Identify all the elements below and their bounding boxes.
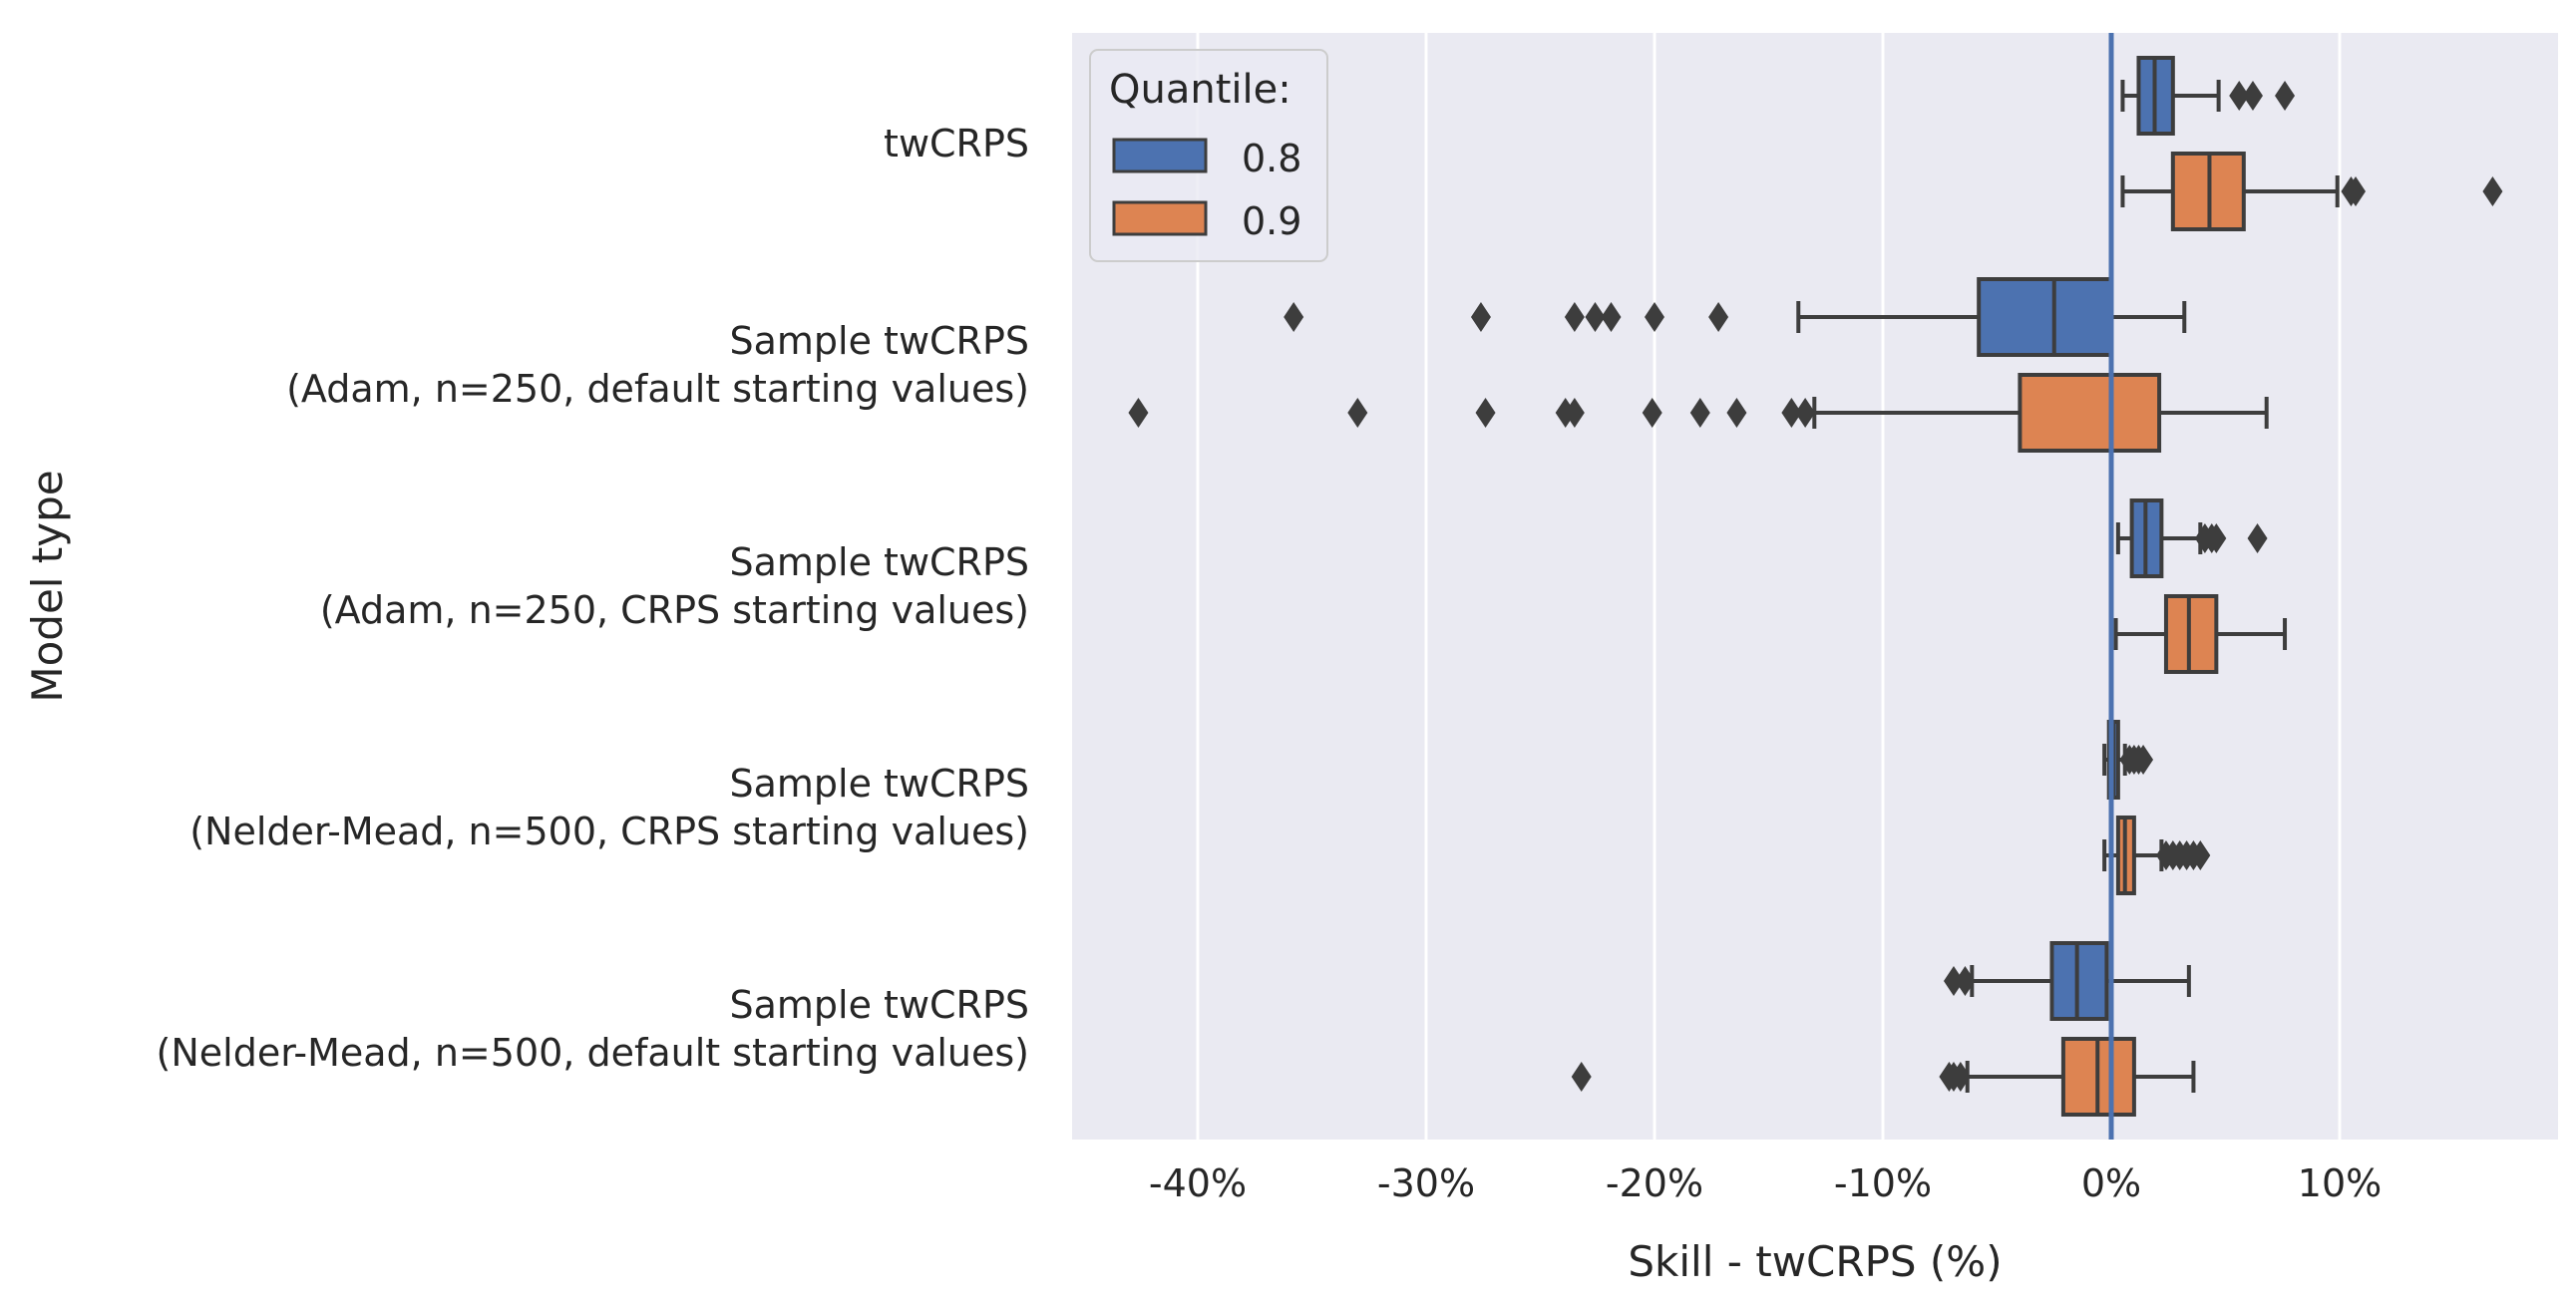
- x-tick-label: -40%: [1149, 1161, 1247, 1205]
- y-tick-label: twCRPS: [884, 122, 1029, 165]
- outlier-marker: [1795, 398, 1816, 428]
- legend-swatch-0.9: [1112, 200, 1208, 236]
- x-tick-labels: -40% -30% -20% -10% 0% 10%: [1149, 1161, 2382, 1205]
- box-iqr: [2018, 373, 2162, 453]
- outlier-marker: [1939, 1062, 1960, 1092]
- outlier-marker: [1571, 1062, 1592, 1092]
- outlier-marker: [1128, 398, 1149, 428]
- outlier-marker: [2275, 81, 2296, 111]
- outlier-marker: [1726, 398, 1747, 428]
- legend: Quantile: 0.8 0.9: [1089, 49, 1328, 262]
- outlier-marker: [1708, 302, 1729, 332]
- x-tick-label: 0%: [2081, 1161, 2141, 1205]
- y-tick-label: Sample twCRPS: [729, 319, 1029, 363]
- outlier-marker: [1689, 398, 1710, 428]
- y-tick-label: (Nelder-Mead, n=500, default starting va…: [157, 1031, 1029, 1075]
- outlier-marker: [1564, 398, 1585, 428]
- box-group: [1943, 941, 2191, 1021]
- outlier-marker: [2206, 523, 2227, 553]
- outlier-marker: [1347, 398, 1368, 428]
- box-group: [1571, 1037, 2196, 1117]
- y-axis-title: Model type: [23, 470, 72, 702]
- x-tick-label: -10%: [1834, 1161, 1932, 1205]
- outlier-marker: [1781, 398, 1802, 428]
- y-tick-label: Sample twCRPS: [729, 762, 1029, 806]
- outlier-marker: [1585, 302, 1606, 332]
- y-tick-label: Sample twCRPS: [729, 983, 1029, 1027]
- outlier-marker: [1564, 302, 1585, 332]
- legend-title: Quantile:: [1109, 67, 1291, 113]
- outlier-marker: [1475, 398, 1496, 428]
- legend-swatch-0.8: [1112, 138, 1208, 173]
- box-group: [2113, 594, 2288, 674]
- box-iqr: [2163, 594, 2219, 674]
- y-tick-label: (Adam, n=250, CRPS starting values): [320, 588, 1029, 632]
- outlier-marker: [1645, 302, 1664, 332]
- outlier-marker: [2482, 176, 2503, 206]
- outlier-marker: [2247, 523, 2268, 553]
- box-group: [2102, 816, 2211, 895]
- x-axis-title: Skill - twCRPS (%): [1628, 1237, 2002, 1286]
- y-tick-label: (Nelder-Mead, n=500, CRPS starting value…: [189, 810, 1029, 853]
- y-tick-label: (Adam, n=250, default starting values): [286, 367, 1029, 411]
- outlier-marker: [2242, 81, 2263, 111]
- x-tick-label: -30%: [1377, 1161, 1475, 1205]
- box-group: [1128, 373, 2269, 453]
- outlier-marker: [1284, 302, 1304, 332]
- legend-label-0.8: 0.8: [1242, 137, 1301, 180]
- x-tick-label: -20%: [1606, 1161, 1703, 1205]
- box-group: [1284, 277, 2187, 357]
- box-group: [2115, 498, 2268, 578]
- boxes: [1128, 56, 2503, 1117]
- outlier-marker: [2190, 840, 2211, 870]
- outlier-marker: [1601, 302, 1622, 332]
- outlier-marker: [2133, 745, 2154, 775]
- box-group: [2120, 56, 2296, 136]
- outlier-marker: [1943, 966, 1964, 996]
- outlier-marker: [2346, 176, 2367, 206]
- x-tick-label: 10%: [2298, 1161, 2382, 1205]
- outlier-marker: [1470, 302, 1491, 332]
- outlier-marker: [1955, 966, 1976, 996]
- y-tick-label: Sample twCRPS: [729, 540, 1029, 584]
- outlier-marker: [1642, 398, 1662, 428]
- box-group: [2120, 152, 2503, 231]
- box-iqr: [1977, 277, 2114, 357]
- box-iqr: [2049, 941, 2109, 1021]
- legend-label-0.9: 0.9: [1242, 199, 1301, 243]
- outlier-marker: [2229, 81, 2250, 111]
